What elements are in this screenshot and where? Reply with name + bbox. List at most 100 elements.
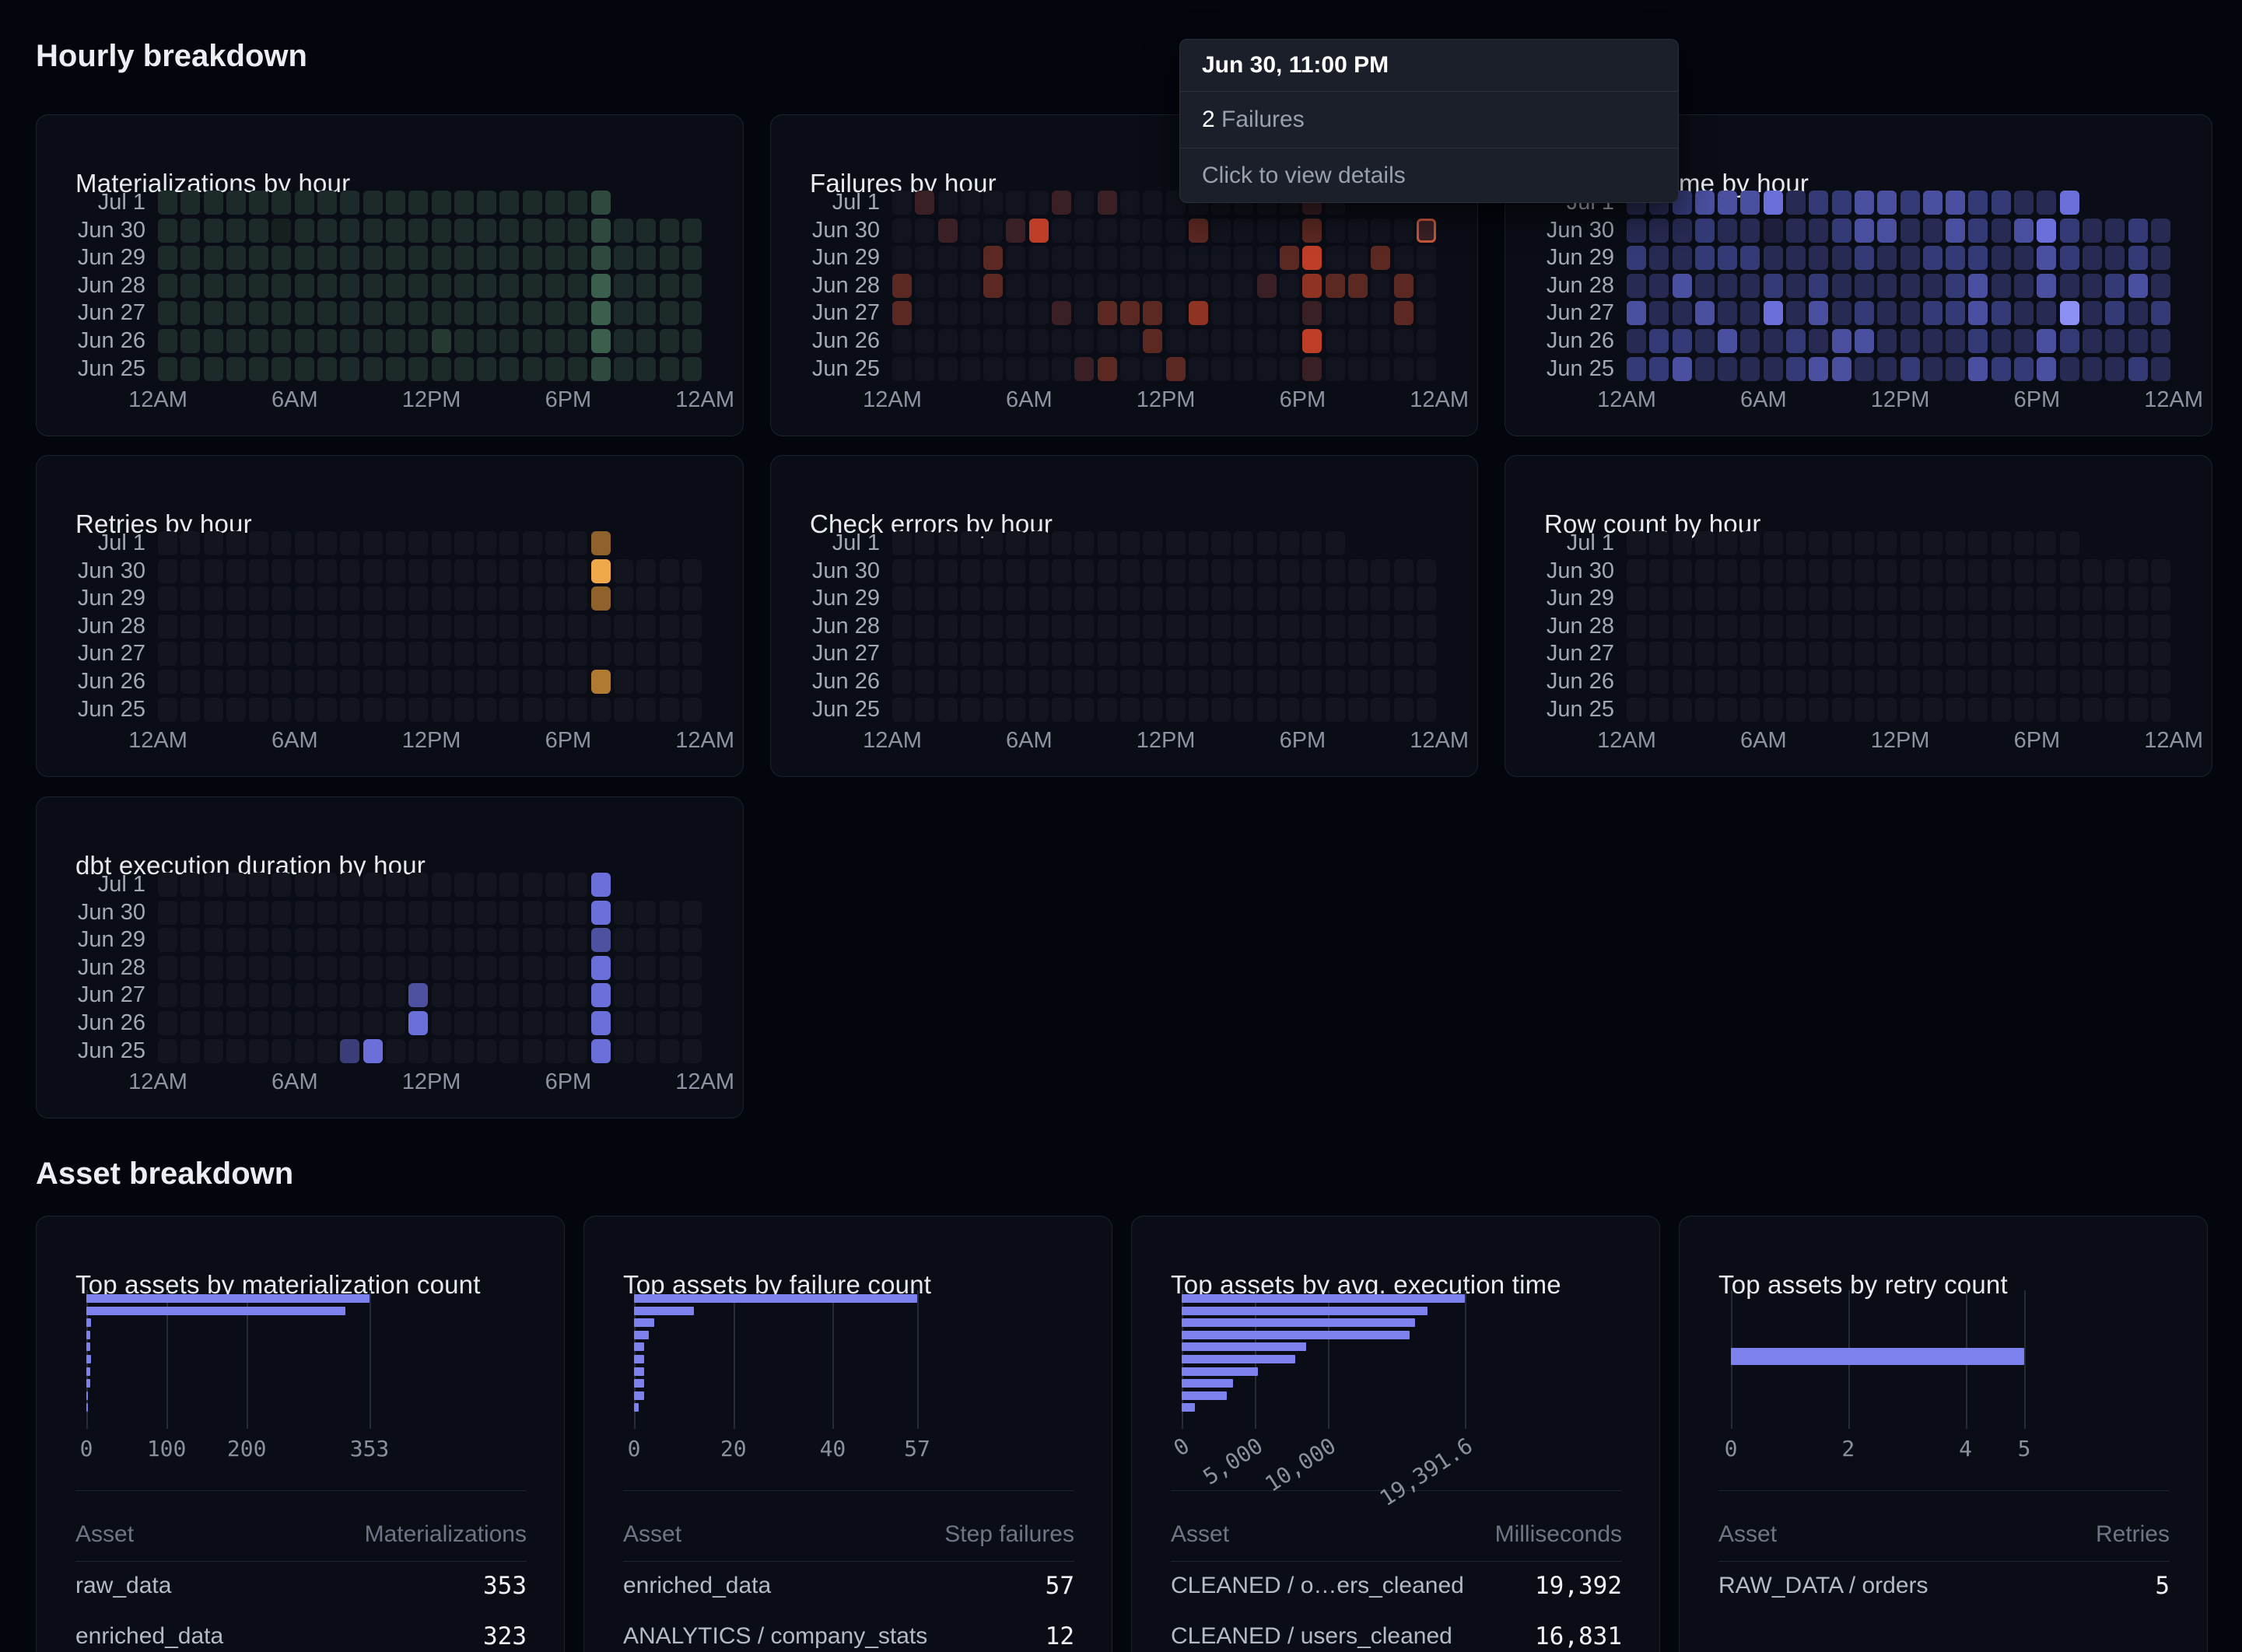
heatmap-cell[interactable] [1211,531,1231,555]
heatmap-cell[interactable] [385,531,405,555]
heatmap-cell[interactable] [1302,697,1322,722]
heatmap-cell[interactable] [499,928,520,953]
heatmap-cell[interactable] [1143,356,1163,381]
heatmap-cell[interactable] [203,1038,223,1063]
heatmap-cell[interactable] [454,614,474,639]
heatmap-cell[interactable] [1280,218,1300,243]
heatmap-cell[interactable] [499,873,520,897]
heatmap-cell[interactable] [2128,642,2148,667]
heatmap-cell[interactable] [2059,246,2079,271]
heatmap-cell[interactable] [1052,697,1072,722]
heatmap-cell[interactable] [1347,246,1368,271]
heatmap-cell[interactable] [1946,246,1966,271]
heatmap-cell[interactable] [1188,586,1208,611]
heatmap-cell[interactable] [1877,614,1897,639]
heatmap-cell[interactable] [1188,356,1208,381]
heatmap-cell[interactable] [408,669,429,694]
heatmap-cell[interactable] [590,1010,611,1035]
heatmap-cell[interactable] [545,1010,566,1035]
heatmap-cell[interactable] [545,983,566,1008]
heatmap-cell[interactable] [1718,669,1738,694]
heatmap-cell[interactable] [1877,586,1897,611]
heatmap-cell[interactable] [1256,586,1277,611]
heatmap-cell[interactable] [1877,191,1897,215]
heatmap-cell[interactable] [1256,356,1277,381]
heatmap-cell[interactable] [317,328,338,353]
heatmap-cell[interactable] [2105,614,2125,639]
heatmap-cell[interactable] [340,1010,360,1035]
heatmap-cell[interactable] [1028,191,1049,215]
heatmap-cell[interactable] [1028,586,1049,611]
heatmap-cell[interactable] [294,301,314,326]
heatmap-cell[interactable] [158,1038,177,1063]
heatmap-cell[interactable] [271,1038,292,1063]
heatmap-cell[interactable] [590,273,611,298]
heatmap-cell[interactable] [317,873,338,897]
heatmap-cell[interactable] [960,586,980,611]
heatmap-cell[interactable] [659,273,679,298]
heatmap-cell[interactable] [431,218,451,243]
heatmap-cell[interactable] [1416,558,1436,583]
heatmap-cell[interactable] [1325,642,1345,667]
heatmap-cell[interactable] [363,218,383,243]
heatmap-cell[interactable] [1809,191,1829,215]
heatmap-cell[interactable] [203,983,223,1008]
heatmap-cell[interactable] [937,531,958,555]
heatmap-cell[interactable] [1968,614,1988,639]
heatmap-cell[interactable] [568,586,588,611]
heatmap-cell[interactable] [1006,191,1026,215]
heatmap-cell[interactable] [158,928,177,953]
heatmap-cell[interactable] [1074,531,1095,555]
heatmap-cell[interactable] [1763,697,1783,722]
heatmap-cell[interactable] [1052,642,1072,667]
heatmap-cell[interactable] [1809,218,1829,243]
heatmap-cell[interactable] [1694,301,1715,326]
heatmap-cell[interactable] [340,356,360,381]
heatmap-cell[interactable] [431,614,451,639]
heatmap-cell[interactable] [1074,356,1095,381]
heatmap-cell[interactable] [408,697,429,722]
heatmap-cell[interactable] [158,669,177,694]
heatmap-cell[interactable] [408,356,429,381]
heatmap-cell[interactable] [915,356,935,381]
heatmap-cell[interactable] [960,356,980,381]
heatmap-cell[interactable] [158,301,177,326]
heatmap-cell[interactable] [659,669,679,694]
heatmap-cell[interactable] [294,558,314,583]
heatmap-cell[interactable] [454,218,474,243]
heatmap-cell[interactable] [1718,328,1738,353]
heatmap-cell[interactable] [1877,531,1897,555]
heatmap-cell[interactable] [613,955,633,980]
heatmap-cell[interactable] [317,356,338,381]
heatmap-cell[interactable] [1371,218,1391,243]
heatmap-cell[interactable] [1627,586,1646,611]
heatmap-cell[interactable] [681,273,702,298]
heatmap-cell[interactable] [294,356,314,381]
heatmap-cell[interactable] [1256,669,1277,694]
heatmap-cell[interactable] [203,642,223,667]
heatmap-cell[interactable] [1165,301,1186,326]
heatmap-cell[interactable] [1097,669,1117,694]
heatmap-cell[interactable] [1119,191,1140,215]
heatmap-cell[interactable] [1074,642,1095,667]
heatmap-cell[interactable] [568,273,588,298]
heatmap-cell[interactable] [1694,356,1715,381]
heatmap-cell[interactable] [2150,273,2170,298]
heatmap-cell[interactable] [340,218,360,243]
heatmap-cell[interactable] [892,301,912,326]
heatmap-cell[interactable] [431,928,451,953]
heatmap-cell[interactable] [499,642,520,667]
heatmap-cell[interactable] [1052,191,1072,215]
heatmap-cell[interactable] [1627,328,1646,353]
heatmap-cell[interactable] [659,955,679,980]
heatmap-cell[interactable] [590,301,611,326]
heatmap-cell[interactable] [2082,301,2102,326]
heatmap-cell[interactable] [1119,558,1140,583]
heatmap-cell[interactable] [545,873,566,897]
heatmap-cell[interactable] [1786,558,1806,583]
heatmap-cell[interactable] [1786,697,1806,722]
heatmap-cell[interactable] [294,873,314,897]
heatmap-cell[interactable] [499,356,520,381]
heatmap-cell[interactable] [613,558,633,583]
heatmap-cell[interactable] [545,586,566,611]
